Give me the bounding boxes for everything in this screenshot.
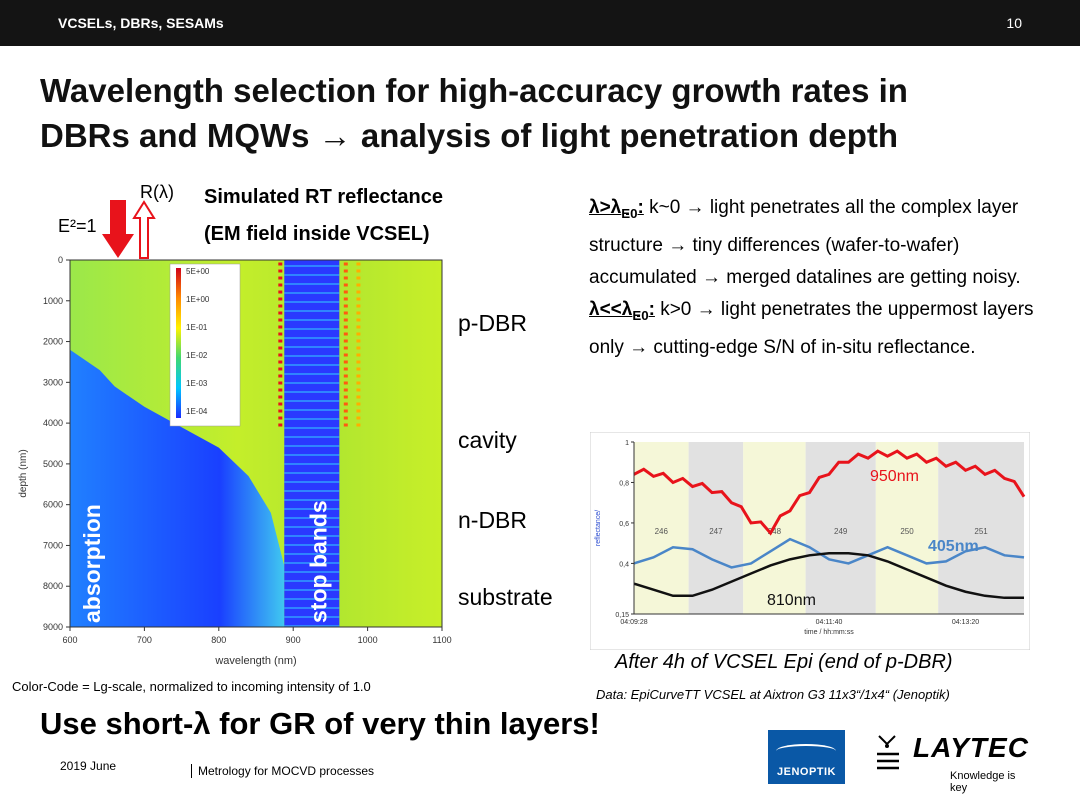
jenoptik-arc-icon <box>776 744 836 758</box>
jenoptik-logo: JENOPTIK <box>768 730 845 784</box>
series-label-405: 405nm <box>928 538 979 555</box>
series-line-405nm <box>633 537 1025 569</box>
header-bar: VCSELs, DBRs, SESAMs 10 <box>0 0 1080 46</box>
color-code-note: Color-Code = Lg-scale, normalized to inc… <box>12 679 371 694</box>
reflectance-line-chart: 246 247 248 249 250 251 950nm 405nm 810nm 1 0,8 0,… <box>590 432 1030 650</box>
line-y-axis-label: reflectance/ <box>595 510 602 546</box>
laytec-logo-text: LAYTEC <box>913 732 1029 763</box>
para2-colon: : <box>648 298 655 320</box>
y-tick-label: 1000 <box>43 296 63 306</box>
y-axis-label: depth (nm) <box>18 449 29 497</box>
para1-sub: E0 <box>621 205 638 221</box>
y-tick-label: 9000 <box>43 622 63 632</box>
series-label-810: 810nm <box>767 592 816 609</box>
x-tick-label: 700 <box>137 635 152 645</box>
line-y-tick-label: 0,6 <box>619 521 629 528</box>
line-x-tick-label: 04:13:20 <box>952 619 979 626</box>
para2-sub: E0 <box>632 307 649 323</box>
series-line-950nm <box>633 449 1026 536</box>
stage-label: 250 <box>900 527 914 536</box>
colorbar-gradient <box>176 268 181 418</box>
stop-bands-label: stop bands <box>305 500 331 623</box>
stop-band-region <box>284 260 340 627</box>
para2-text: k>0 → light penetrates the uppermost lay… <box>589 298 1034 358</box>
colorbar-tick-label: 5E+00 <box>186 267 210 276</box>
y-tick-label: 5000 <box>43 459 63 469</box>
page-number: 10 <box>1006 15 1022 31</box>
stage-band <box>805 442 876 614</box>
line-y-tick-label: 0,15 <box>615 612 629 619</box>
slogan: Use short-λ for GR of very thin layers! <box>40 706 600 741</box>
section-title: VCSELs, DBRs, SESAMs <box>58 15 224 31</box>
para1-colon: : <box>637 197 644 218</box>
sim-title-1: Simulated RT reflectance <box>204 186 443 208</box>
colorbar-frame <box>169 263 241 427</box>
y-tick-label: 6000 <box>43 500 63 510</box>
x-tick-label: 600 <box>62 635 77 645</box>
footer-meta: Metrology for MOCVD processes <box>190 764 375 778</box>
slide-title: Wavelength selection for high-accuracy g… <box>40 68 1040 158</box>
region-label-pdbr: p-DBR <box>458 310 528 336</box>
laytec-mark-icon <box>877 735 899 770</box>
incident-reflect-arrows <box>102 200 156 259</box>
region-label-ndbr: n-DBR <box>458 507 528 533</box>
para1-text: k~0 → light penetrates all the complex l… <box>589 197 1021 288</box>
line-y-tick-label: 1 <box>625 440 629 447</box>
title-line-2: DBRs and MQWs → analysis of light penetr… <box>40 117 899 154</box>
para1-lead: λ>λ <box>589 197 622 218</box>
stage-band <box>688 442 744 614</box>
colorbar-tick-label: 1E-01 <box>186 323 208 332</box>
line-x-tick-label: 04:11:40 <box>816 619 843 626</box>
colorbar-tick-label: 1E+00 <box>186 295 210 304</box>
colorbar-tick-label: 1E-03 <box>186 379 208 388</box>
absorption-region <box>70 349 285 627</box>
r-lambda-label: R(λ) <box>140 182 174 202</box>
line-y-tick-label: 0,4 <box>619 561 629 568</box>
jenoptik-logo-text: JENOPTIK <box>776 766 836 778</box>
x-tick-label: 900 <box>286 635 301 645</box>
line-x-axis-label: time / hh:mm:ss <box>804 629 854 636</box>
line-x-tick-label: 04:09:28 <box>620 619 647 626</box>
title-line-1: Wavelength selection for high-accuracy g… <box>40 72 908 109</box>
y-tick-label: 7000 <box>43 540 63 550</box>
stage-label: 248 <box>768 527 782 536</box>
line-y-tick-label: 0,8 <box>619 480 629 487</box>
y-tick-label: 3000 <box>43 377 63 387</box>
laytec-logo: LAYTEC Knowledge is key <box>875 732 1035 794</box>
stage-label: 249 <box>834 527 848 536</box>
stage-band <box>875 442 939 614</box>
para2: λ<<λE0: k>0 → light penetrates the upper… <box>589 299 1034 358</box>
heatmap-frame <box>69 259 443 628</box>
series-line-810nm <box>633 552 1024 600</box>
y-tick-label: 8000 <box>43 581 63 591</box>
x-tick-label: 1100 <box>432 635 451 645</box>
region-label-substrate: substrate <box>458 584 553 610</box>
footer-date: 2019 June <box>60 759 117 773</box>
laytec-tagline: Knowledge is key <box>950 770 1016 794</box>
x-axis-label: wavelength (nm) <box>214 655 296 667</box>
chart-caption: After 4h of VCSEL Epi (end of p-DBR) <box>615 651 953 673</box>
e2-label: E²=1 <box>58 216 97 236</box>
colorbar-tick-label: 1E-04 <box>186 407 208 416</box>
region-label-cavity: cavity <box>458 427 517 453</box>
y-tick-label: 2000 <box>43 337 63 347</box>
heatmap-chart: 5E+00 1E+00 1E-01 1E-02 1E-03 1E-04 absorption… <box>18 255 452 667</box>
stage-label: 247 <box>709 527 723 536</box>
absorption-label: absorption <box>79 504 105 623</box>
stage-label: 251 <box>974 527 988 536</box>
para1: λ>λE0: k~0 → light penetrates all the co… <box>589 197 1021 288</box>
y-tick-label: 4000 <box>43 418 63 428</box>
sim-title-2: (EM field inside VCSEL) <box>204 223 430 245</box>
description: λ>λE0: k~0 → light penetrates all the co… <box>589 192 1059 364</box>
y-tick-label: 0 <box>58 255 63 265</box>
stage-label: 246 <box>655 527 669 536</box>
para2-lead: λ<<λ <box>589 298 633 320</box>
reflect-arrow-icon <box>132 200 156 259</box>
colorbar-tick-label: 1E-02 <box>186 351 208 360</box>
series-label-950: 950nm <box>870 468 919 485</box>
x-tick-label: 800 <box>211 635 226 645</box>
incident-arrow-icon <box>102 200 134 258</box>
x-tick-label: 1000 <box>358 635 378 645</box>
data-source-caption: Data: EpiCurveTT VCSEL at Aixtron G3 11x… <box>596 687 950 702</box>
